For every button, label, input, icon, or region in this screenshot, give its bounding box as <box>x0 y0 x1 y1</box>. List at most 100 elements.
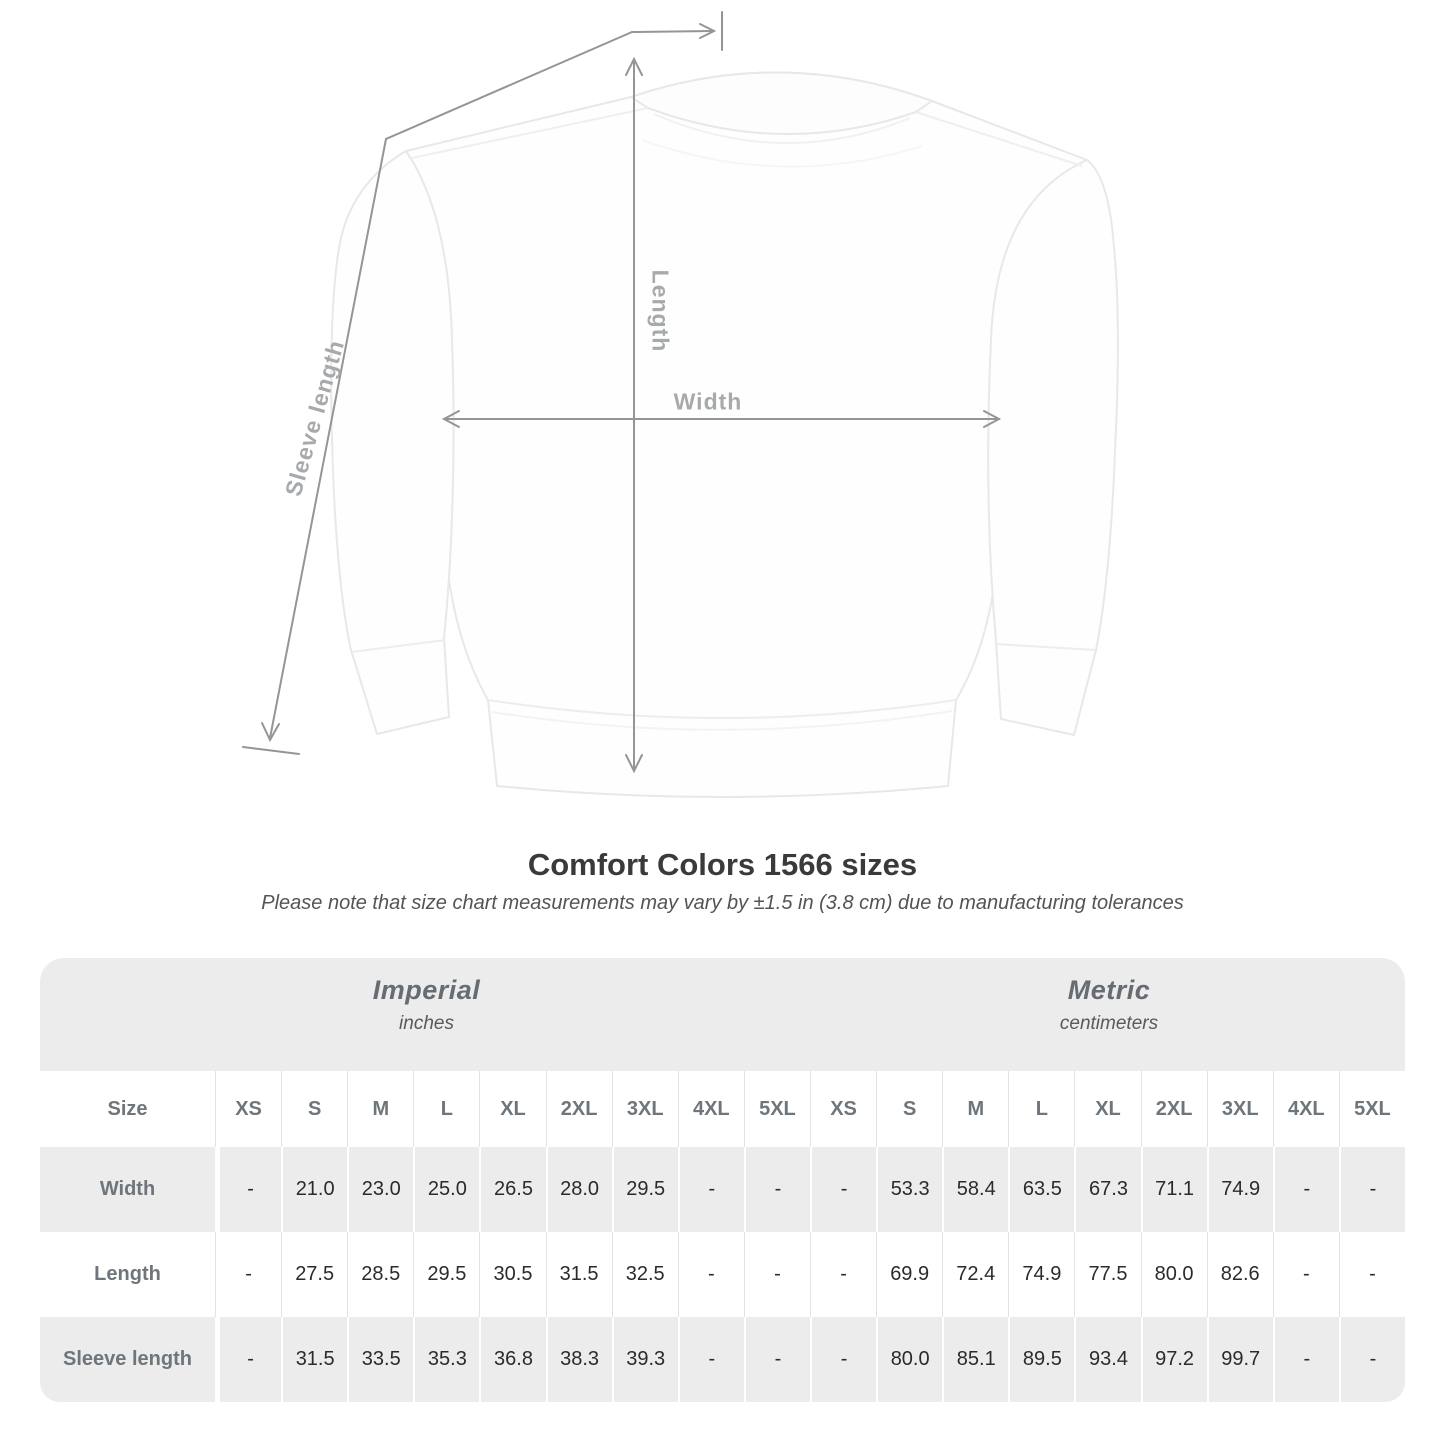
value-cell-metric: 53.3 <box>876 1147 942 1232</box>
size-header-imperial: 3XL <box>611 1071 678 1147</box>
value-cell-imperial: 26.5 <box>479 1147 545 1232</box>
value-cell-imperial: 31.5 <box>545 1232 612 1317</box>
value-cell-imperial: - <box>215 1147 281 1232</box>
size-header-metric: 3XL <box>1206 1071 1273 1147</box>
value-cell-imperial: - <box>215 1317 281 1402</box>
width-measure-line <box>441 410 1002 428</box>
size-header-imperial: 4XL <box>677 1071 744 1147</box>
value-cell-metric: - <box>810 1232 876 1317</box>
size-header-imperial: XS <box>215 1071 281 1147</box>
size-header-metric: M <box>942 1071 1008 1147</box>
value-cell-imperial: 28.5 <box>347 1232 413 1317</box>
cuff-seams <box>351 639 1096 653</box>
left-sleeve <box>330 150 455 735</box>
value-cell-imperial: 23.0 <box>347 1147 413 1232</box>
value-cell-metric: - <box>1272 1317 1339 1402</box>
size-header-metric: 2XL <box>1140 1071 1207 1147</box>
value-cell-metric: 67.3 <box>1074 1147 1140 1232</box>
table-row: Width -21.0 23.0 25.0 26.5 28.0 29.5- - -53.3 58.… <box>40 1147 1405 1232</box>
value-cell-imperial: 39.3 <box>611 1317 678 1402</box>
value-cell-imperial: - <box>677 1147 744 1232</box>
value-cell-imperial: 32.5 <box>611 1232 678 1317</box>
width-label: Width <box>673 388 743 415</box>
sleeve-length-measure-line <box>242 11 723 755</box>
length-label: Length <box>647 269 674 353</box>
hem-seam-2 <box>491 710 953 731</box>
table-row: Length -27.5 28.5 29.5 30.5 31.5 32.5- - -69.9 72… <box>40 1232 1405 1317</box>
hem-seam <box>487 699 957 719</box>
value-cell-metric: - <box>1272 1232 1339 1317</box>
imperial-unit: inches <box>399 1013 454 1034</box>
value-cell-metric: - <box>1272 1147 1339 1232</box>
value-cell-imperial: 33.5 <box>347 1317 413 1402</box>
value-cell-imperial: - <box>677 1232 744 1317</box>
value-cell-imperial: 35.3 <box>413 1317 479 1402</box>
collar-inner-seam <box>653 113 911 145</box>
size-table: Imperial inches Metric centimeters Size X… <box>40 958 1405 1402</box>
tolerance-note: Please note that size chart measurements… <box>261 892 1184 914</box>
value-cell-imperial: 25.0 <box>413 1147 479 1232</box>
row-label: Width <box>99 1178 156 1200</box>
value-cell-metric: 71.1 <box>1140 1147 1207 1232</box>
imperial-title: Imperial <box>372 975 481 1005</box>
value-cell-metric: - <box>810 1147 876 1232</box>
value-cell-metric: 72.4 <box>942 1232 1008 1317</box>
value-cell-metric: 58.4 <box>942 1147 1008 1232</box>
size-header-metric: XL <box>1074 1071 1140 1147</box>
value-cell-metric: - <box>1338 1317 1405 1402</box>
length-measure-line <box>625 56 643 774</box>
unit-header-band: Imperial inches Metric centimeters <box>40 958 1405 1071</box>
size-header-imperial: 5XL <box>743 1071 810 1147</box>
size-grid: Size XS S M L XL 2XL 3XL 4XL 5XL XS S M L XL 2XL 3XL 4XL 5… <box>40 1071 1405 1402</box>
value-cell-imperial: 28.0 <box>545 1147 612 1232</box>
value-cell-imperial: 27.5 <box>281 1232 347 1317</box>
value-cell-metric: 69.9 <box>876 1232 942 1317</box>
size-column-header: Size <box>107 1097 148 1120</box>
value-cell-imperial: 29.5 <box>413 1232 479 1317</box>
table-row: Size XS S M L XL 2XL 3XL 4XL 5XL XS S M L XL 2XL 3XL 4XL 5… <box>40 1071 1405 1147</box>
metric-header: Metric centimeters <box>813 958 1405 1071</box>
metric-unit: centimeters <box>1059 1013 1159 1034</box>
row-label: Length <box>94 1263 161 1285</box>
page-title: Comfort Colors 1566 sizes <box>527 847 918 882</box>
value-cell-metric: 82.6 <box>1206 1232 1273 1317</box>
value-cell-imperial: 31.5 <box>281 1317 347 1402</box>
value-cell-metric: - <box>1338 1232 1405 1317</box>
size-header-imperial: S <box>281 1071 347 1147</box>
metric-title: Metric <box>1067 975 1151 1005</box>
value-cell-metric: 93.4 <box>1074 1317 1140 1402</box>
size-header-metric: L <box>1008 1071 1074 1147</box>
size-header-metric: 5XL <box>1338 1071 1405 1147</box>
size-header-imperial: XL <box>479 1071 545 1147</box>
value-cell-metric: 77.5 <box>1074 1232 1140 1317</box>
value-cell-imperial: - <box>743 1147 810 1232</box>
value-cell-metric: - <box>1338 1147 1405 1232</box>
size-header-imperial: L <box>413 1071 479 1147</box>
value-cell-metric: 89.5 <box>1008 1317 1074 1402</box>
row-label: Sleeve length <box>63 1348 192 1370</box>
right-sleeve <box>987 159 1119 736</box>
value-cell-metric: 99.7 <box>1206 1317 1273 1402</box>
value-cell-metric: 97.2 <box>1140 1317 1207 1402</box>
value-cell-imperial: - <box>677 1317 744 1402</box>
value-cell-imperial: - <box>743 1232 810 1317</box>
value-cell-imperial: - <box>215 1232 281 1317</box>
sweatshirt-body <box>405 71 1088 798</box>
value-cell-metric: - <box>810 1317 876 1402</box>
imperial-header: Imperial inches <box>40 958 813 1071</box>
value-cell-imperial: 36.8 <box>479 1317 545 1402</box>
value-cell-metric: 80.0 <box>876 1317 942 1402</box>
value-cell-imperial: 21.0 <box>281 1147 347 1232</box>
collar <box>628 71 935 136</box>
value-cell-metric: 85.1 <box>942 1317 1008 1402</box>
value-cell-imperial: 30.5 <box>479 1232 545 1317</box>
sweatshirt-figure: Sleeve length Length Width <box>242 11 1119 798</box>
value-cell-metric: 74.9 <box>1206 1147 1273 1232</box>
table-row: Sleeve length -31.5 33.5 35.3 36.8 38.3 39.3- -… <box>40 1317 1405 1402</box>
size-header-metric: S <box>876 1071 942 1147</box>
size-header-imperial: M <box>347 1071 413 1147</box>
value-cell-imperial: 38.3 <box>545 1317 612 1402</box>
value-cell-metric: 63.5 <box>1008 1147 1074 1232</box>
value-cell-imperial: - <box>743 1317 810 1402</box>
